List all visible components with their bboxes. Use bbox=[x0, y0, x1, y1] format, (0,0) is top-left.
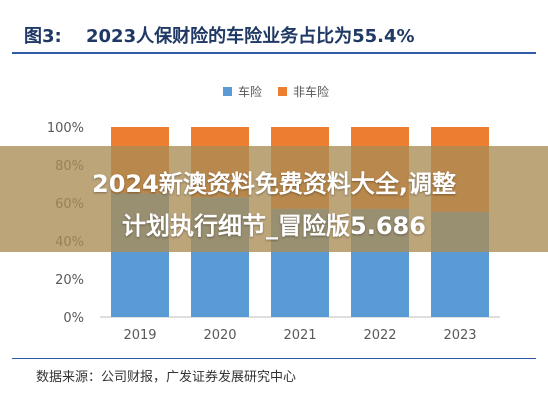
chart-legend: 车险 非车险 bbox=[0, 83, 548, 99]
figure-title: 2023人保财险的车险业务占比为55.4% bbox=[86, 26, 415, 47]
x-tick-label: 2020 bbox=[203, 328, 236, 343]
legend-swatch-non-auto bbox=[278, 87, 287, 96]
watermark-banner: 2024新澳资料免费资料大全,调整 计划执行细节_冒险版5.686 bbox=[0, 146, 548, 252]
footer-rule bbox=[12, 358, 536, 359]
source-note: 数据来源：公司财报，广发证券发展研究中心 bbox=[36, 370, 297, 385]
legend-label-non-auto: 非车险 bbox=[293, 85, 330, 99]
y-tick-label: 100% bbox=[47, 121, 84, 136]
figure-label: 图3: bbox=[24, 26, 62, 47]
y-tick-label: 20% bbox=[55, 273, 84, 288]
x-tick-label: 2021 bbox=[283, 328, 316, 343]
banner-line-2: 计划执行细节_冒险版5.686 bbox=[122, 212, 426, 240]
legend-swatch-auto bbox=[223, 87, 232, 96]
legend-item-non-auto: 非车险 bbox=[278, 83, 329, 100]
y-tick-label: 0% bbox=[63, 311, 84, 326]
legend-item-auto: 车险 bbox=[223, 83, 262, 100]
banner-line-1: 2024新澳资料免费资料大全,调整 bbox=[92, 170, 456, 198]
legend-label-auto: 车险 bbox=[238, 85, 263, 99]
x-tick-label: 2019 bbox=[123, 328, 156, 343]
figure-title-bar bbox=[12, 12, 536, 54]
x-tick-label: 2022 bbox=[363, 328, 396, 343]
x-tick-label: 2023 bbox=[443, 328, 476, 343]
